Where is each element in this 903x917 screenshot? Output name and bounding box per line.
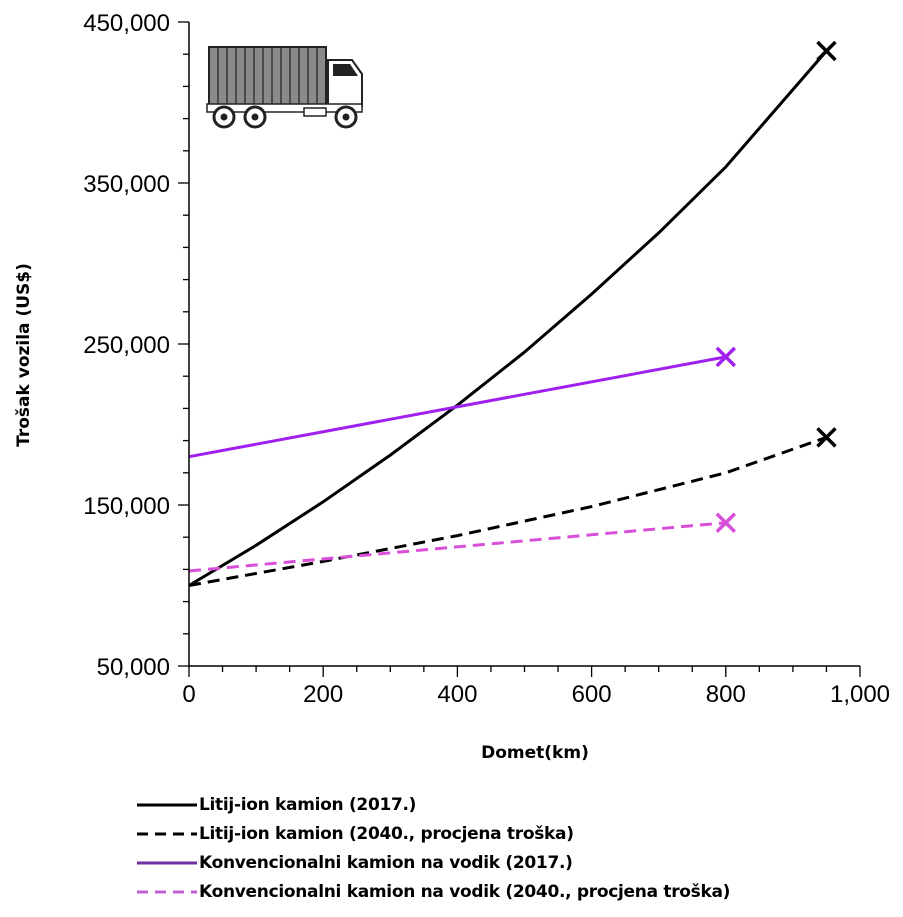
legend-swatch-dashed-purple (137, 890, 197, 893)
series-line-2 (188, 355, 727, 459)
truck-icon (206, 46, 363, 129)
chart: 0 200 400 600 800 1,000 50,000 150,000 250,000 35… (14, 10, 890, 763)
legend-item: Litij-ion kamion (2040., procjena troška… (135, 819, 875, 848)
y-tick-label: 450,000 (83, 10, 170, 37)
x-tick-label: 200 (303, 681, 343, 708)
legend-item: Litij-ion kamion (2017.) (135, 790, 875, 819)
x-tick-label: 600 (572, 681, 612, 708)
legend-label: Litij-ion kamion (2040., procjena troška… (199, 823, 574, 844)
axis-ticks (178, 21, 861, 677)
legend-label: Litij-ion kamion (2017.) (199, 794, 417, 815)
series-end-marker-0 (816, 40, 837, 62)
legend-item: Konvencionalni kamion na vodik (2040., p… (135, 877, 875, 906)
y-axis-title: Trošak vozila (US$) (14, 263, 34, 447)
legend-label: Konvencionalni kamion na vodik (2040., p… (199, 881, 731, 902)
x-tick-label: 800 (706, 681, 746, 708)
series-end-marker-3 (715, 512, 737, 533)
y-tick-label: 250,000 (83, 332, 170, 359)
x-tick-label: 0 (182, 681, 195, 708)
series-line-0 (188, 50, 828, 587)
x-tick-label: 400 (437, 681, 477, 708)
series-end-marker-1 (816, 427, 837, 448)
legend-label: Konvencionalni kamion na vodik (2017.) (199, 852, 573, 873)
x-axis-title: Domet(km) (481, 743, 589, 763)
y-tick-label: 150,000 (83, 493, 170, 520)
series-line-3 (188, 521, 726, 573)
series-layer (188, 40, 837, 587)
legend: Litij-ion kamion (2017.) Litij-ion kamio… (135, 790, 875, 906)
tick-labels: 0 200 400 600 800 1,000 50,000 150,000 250,000 35… (83, 10, 890, 708)
y-tick-label: 350,000 (83, 171, 170, 198)
legend-swatch-dashed-black (137, 832, 197, 835)
series-end-marker-2 (715, 346, 737, 368)
legend-swatch-solid-black (137, 803, 197, 806)
legend-swatch-solid-purple (137, 861, 197, 864)
legend-item: Konvencionalni kamion na vodik (2017.) (135, 848, 875, 877)
y-tick-label: 50,000 (97, 654, 170, 681)
x-tick-label: 1,000 (830, 681, 890, 708)
